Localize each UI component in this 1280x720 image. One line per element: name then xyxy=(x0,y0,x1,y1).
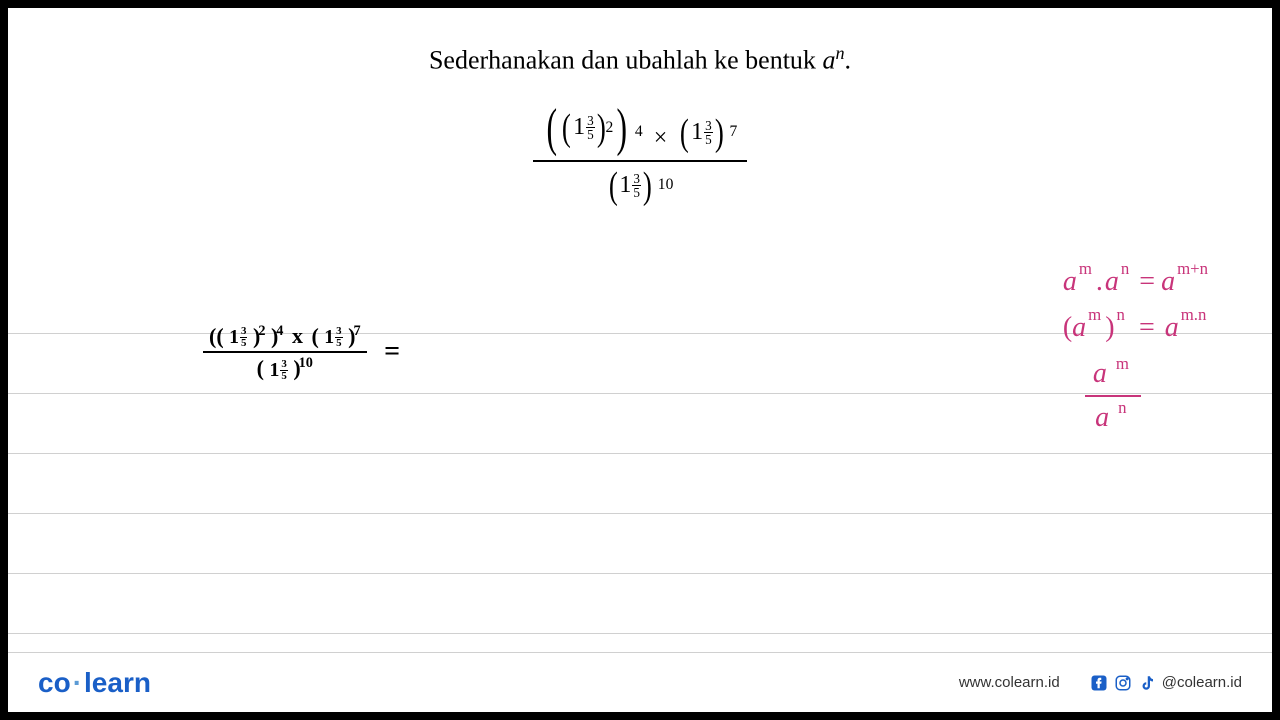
main-expression: ( ( 1 3 5 ) 2 ) xyxy=(8,96,1272,210)
hw-numerator: (( 1 3 5 )2 )4 x ( 1 3 5 xyxy=(203,323,367,353)
rule-line xyxy=(8,573,1272,574)
denominator: ( 1 3 5 ) 10 xyxy=(533,162,748,210)
rule2-eq: = xyxy=(1139,307,1155,349)
problem-statement: Sederhanakan dan ubahlah ke bentuk an. xyxy=(8,43,1272,76)
hw-den-3: 5 xyxy=(280,371,287,382)
rule-quotient: a m a n xyxy=(1085,353,1212,439)
hw-exp-denom: 10 xyxy=(299,355,313,371)
hw-den: 5 xyxy=(240,338,247,349)
rule1-rexp: m+n xyxy=(1177,256,1208,281)
rule2-ra: a xyxy=(1165,307,1179,349)
mixed-den-2: 5 xyxy=(704,133,713,146)
facebook-icon xyxy=(1090,674,1108,692)
handwritten-work: (( 1 3 5 )2 )4 x ( 1 3 5 xyxy=(203,323,400,382)
mixed-whole-2: 1 xyxy=(691,119,703,146)
footer-handle: @colearn.id xyxy=(1162,674,1242,691)
hw-exp-inner: 2 xyxy=(258,323,265,339)
mixed-whole-3: 1 xyxy=(619,172,631,199)
footer-url: www.colearn.id xyxy=(959,674,1060,691)
exponent-rules: a m . a n = a m+n ( a m ) n = a m.n a m xyxy=(1063,261,1212,443)
hw-num-3: 3 xyxy=(280,359,287,371)
hw-whole: 1 xyxy=(229,326,239,349)
rule2-m: m xyxy=(1088,302,1101,327)
rule3-na: a xyxy=(1093,358,1107,389)
times-symbol: × xyxy=(654,125,668,151)
rule3-da: a xyxy=(1095,402,1109,433)
hw-times: x xyxy=(292,323,303,348)
rule1-eq: = xyxy=(1139,261,1155,303)
rule-line xyxy=(8,633,1272,634)
rule-product: a m . a n = a m+n xyxy=(1063,261,1212,303)
rule-power: ( a m ) n = a m.n xyxy=(1063,307,1212,349)
rule-line xyxy=(8,453,1272,454)
exp-denom: 10 xyxy=(658,176,674,193)
exp-outer: 4 xyxy=(635,123,643,140)
tiktok-icon xyxy=(1138,674,1156,692)
numerator: ( ( 1 3 5 ) 2 ) xyxy=(533,96,748,160)
hw-whole-2: 1 xyxy=(324,326,334,349)
rule1-a1: a xyxy=(1063,261,1077,303)
rule2-a: a xyxy=(1072,307,1086,349)
problem-text-after: . xyxy=(845,46,852,75)
footer: co·learn www.colearn.id @colearn.id xyxy=(8,652,1272,712)
hw-den-2: 5 xyxy=(335,338,342,349)
rule1-n: n xyxy=(1121,256,1129,281)
mixed-den: 5 xyxy=(586,128,595,141)
mixed-num-2: 3 xyxy=(704,119,713,133)
mixed-whole: 1 xyxy=(573,114,585,141)
rule1-m: m xyxy=(1079,256,1092,281)
exp-second: 7 xyxy=(729,123,737,140)
rule3-nm: m xyxy=(1116,354,1129,373)
mixed-num-3: 3 xyxy=(632,172,641,186)
rule1-ra: a xyxy=(1161,261,1175,303)
rule-line xyxy=(8,513,1272,514)
hw-whole-3: 1 xyxy=(269,359,279,382)
rule1-a2: a xyxy=(1105,261,1119,303)
hw-denominator: ( 1 3 5 )10 xyxy=(203,353,367,381)
rule1-dot: . xyxy=(1096,261,1103,303)
problem-var-exp: n xyxy=(835,43,844,63)
rule2-rexp: m.n xyxy=(1181,302,1207,327)
logo: co·learn xyxy=(38,667,151,699)
hw-exp-second: 7 xyxy=(353,323,360,339)
mixed-num: 3 xyxy=(586,114,595,128)
instagram-icon xyxy=(1114,674,1132,692)
logo-dot: · xyxy=(73,667,82,698)
hw-equals: = xyxy=(384,336,400,368)
problem-text-before: Sederhanakan dan ubahlah ke bentuk xyxy=(429,46,822,75)
social-group: @colearn.id xyxy=(1090,674,1242,692)
rule3-dn: n xyxy=(1118,398,1126,417)
problem-var: a xyxy=(822,46,835,75)
logo-co: co xyxy=(38,667,71,698)
mixed-den-3: 5 xyxy=(632,186,641,199)
exp-inner: 2 xyxy=(606,119,614,137)
rule2-n: n xyxy=(1117,302,1125,327)
logo-learn: learn xyxy=(84,667,151,698)
hw-exp-outer: 4 xyxy=(276,323,283,339)
